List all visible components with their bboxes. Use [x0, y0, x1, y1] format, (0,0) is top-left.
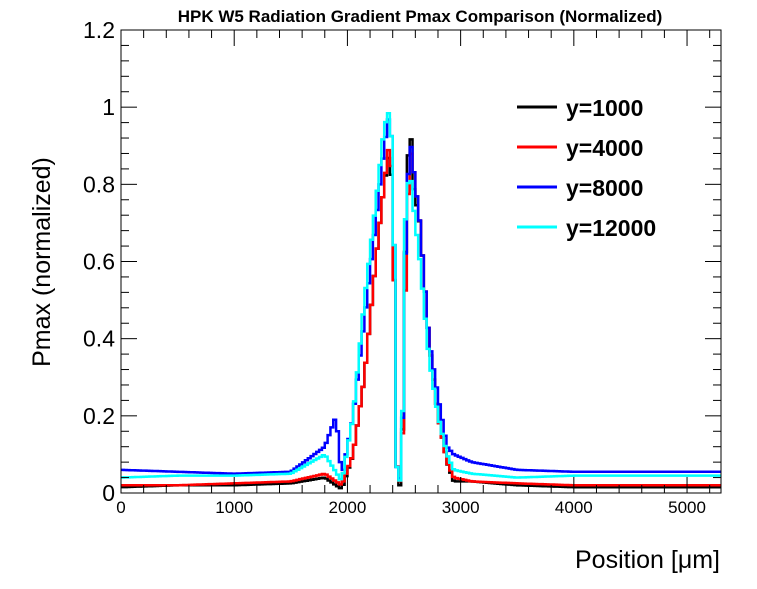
y-tick-label: 0.2: [83, 403, 115, 429]
y-tick-label: 0: [102, 480, 115, 506]
legend-label: y=12000: [566, 215, 656, 241]
series-line-y-8000: [121, 118, 721, 480]
series-line-y-12000: [121, 112, 721, 482]
x-axis-label: Position [μm]: [575, 546, 720, 574]
legend: y=1000 y=4000 y=8000 y=12000: [517, 95, 656, 241]
chart-title: HPK W5 Radiation Gradient Pmax Compariso…: [178, 7, 663, 26]
series-layer: [121, 112, 721, 490]
x-tick-label: 3000: [442, 498, 480, 517]
legend-label: y=8000: [566, 175, 643, 201]
x-tick-label: 2000: [329, 498, 367, 517]
y-tick-label: 0.4: [83, 326, 115, 352]
y-tick-label: 0.8: [83, 171, 115, 197]
legend-label: y=1000: [566, 95, 643, 121]
y-tick-label: 1.2: [83, 17, 115, 43]
y-axis-label: Pmax (normalized): [28, 157, 56, 367]
legend-label: y=4000: [566, 135, 643, 161]
x-tick-label: 1000: [215, 498, 253, 517]
y-tick-label: 0.6: [83, 249, 115, 275]
x-tick-label: 4000: [555, 498, 593, 517]
x-tick-label: 5000: [668, 498, 706, 517]
x-tick-label: 0: [116, 498, 125, 517]
ticks-layer: 0 0.2 0.4 0.6 0.8 1 1.2 0 1000 2000 3000 4000 5000: [83, 17, 721, 517]
y-tick-label: 1: [102, 94, 115, 120]
